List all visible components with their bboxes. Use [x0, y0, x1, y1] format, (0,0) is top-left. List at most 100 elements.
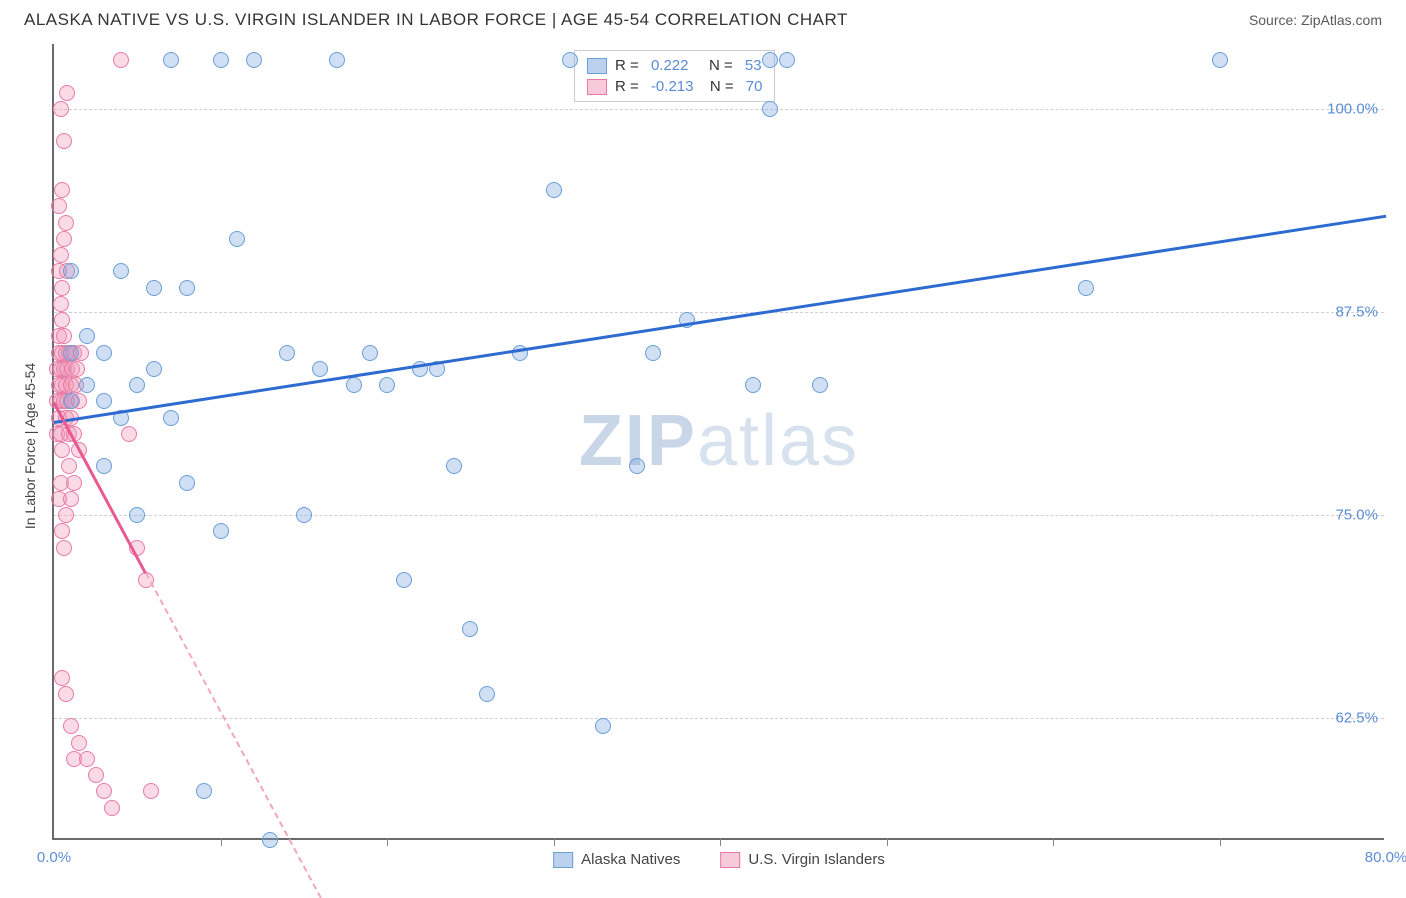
- scatter-point-pink: [69, 361, 85, 377]
- scatter-point-blue: [79, 377, 95, 393]
- scatter-point-blue: [163, 52, 179, 68]
- scatter-point-blue: [163, 410, 179, 426]
- source-label: Source: ZipAtlas.com: [1249, 12, 1382, 28]
- scatter-plot-area: ZIPatlas R = 0.222 N = 53 R = -0.213 N =…: [52, 44, 1384, 840]
- legend-item-pink: U.S. Virgin Islanders: [720, 851, 884, 868]
- swatch-pink-icon: [587, 79, 607, 95]
- stats-row-pink: R = -0.213 N = 70: [587, 76, 762, 97]
- scatter-point-pink: [143, 783, 159, 799]
- scatter-point-blue: [96, 345, 112, 361]
- scatter-point-blue: [296, 507, 312, 523]
- scatter-point-pink: [54, 280, 70, 296]
- scatter-point-blue: [146, 361, 162, 377]
- r-value: -0.213: [651, 78, 694, 95]
- scatter-point-blue: [762, 52, 778, 68]
- r-value: 0.222: [651, 57, 689, 74]
- n-value: 53: [745, 57, 762, 74]
- scatter-point-blue: [63, 393, 79, 409]
- bottom-legend: Alaska Natives U.S. Virgin Islanders: [553, 851, 885, 868]
- scatter-point-pink: [54, 312, 70, 328]
- scatter-point-blue: [762, 101, 778, 117]
- scatter-point-blue: [446, 458, 462, 474]
- scatter-point-pink: [79, 751, 95, 767]
- scatter-point-blue: [812, 377, 828, 393]
- scatter-point-pink: [54, 442, 70, 458]
- scatter-point-blue: [396, 572, 412, 588]
- correlation-stats-box: R = 0.222 N = 53 R = -0.213 N = 70: [574, 50, 775, 102]
- scatter-point-blue: [146, 280, 162, 296]
- n-label: N =: [696, 57, 736, 74]
- scatter-point-blue: [179, 475, 195, 491]
- legend-item-blue: Alaska Natives: [553, 851, 680, 868]
- scatter-point-pink: [56, 540, 72, 556]
- scatter-point-blue: [329, 52, 345, 68]
- scatter-point-pink: [54, 182, 70, 198]
- chart-title: ALASKA NATIVE VS U.S. VIRGIN ISLANDER IN…: [24, 10, 848, 30]
- n-label: N =: [701, 78, 737, 95]
- x-tick: [1053, 838, 1054, 846]
- x-tick: [720, 838, 721, 846]
- scatter-point-pink: [56, 133, 72, 149]
- trend-line-blue: [54, 215, 1386, 424]
- scatter-point-pink: [54, 670, 70, 686]
- scatter-point-blue: [1078, 280, 1094, 296]
- x-tick: [887, 838, 888, 846]
- scatter-point-blue: [595, 718, 611, 734]
- scatter-point-pink: [63, 491, 79, 507]
- scatter-point-pink: [96, 783, 112, 799]
- scatter-point-pink: [104, 800, 120, 816]
- swatch-blue-icon: [587, 58, 607, 74]
- scatter-point-blue: [213, 52, 229, 68]
- x-tick: [1220, 838, 1221, 846]
- x-tick: [554, 838, 555, 846]
- scatter-point-pink: [53, 247, 69, 263]
- y-tick-label: 100.0%: [1327, 100, 1378, 117]
- gridline-h: [54, 109, 1384, 110]
- scatter-point-blue: [346, 377, 362, 393]
- gridline-h: [54, 515, 1384, 516]
- scatter-point-blue: [479, 686, 495, 702]
- scatter-point-blue: [63, 263, 79, 279]
- scatter-point-blue: [196, 783, 212, 799]
- scatter-point-pink: [51, 198, 67, 214]
- scatter-point-pink: [71, 735, 87, 751]
- scatter-point-pink: [113, 52, 129, 68]
- scatter-point-blue: [213, 523, 229, 539]
- y-tick-label: 62.5%: [1335, 710, 1378, 727]
- legend-label: Alaska Natives: [581, 851, 680, 868]
- scatter-point-blue: [96, 458, 112, 474]
- scatter-point-pink: [121, 426, 137, 442]
- scatter-point-blue: [279, 345, 295, 361]
- legend-label: U.S. Virgin Islanders: [748, 851, 884, 868]
- n-value: 70: [746, 78, 763, 95]
- scatter-point-blue: [645, 345, 661, 361]
- scatter-point-pink: [58, 686, 74, 702]
- scatter-point-pink: [53, 296, 69, 312]
- scatter-point-blue: [79, 328, 95, 344]
- y-tick-label: 87.5%: [1335, 304, 1378, 321]
- gridline-h: [54, 312, 1384, 313]
- scatter-point-blue: [246, 52, 262, 68]
- gridline-h: [54, 718, 1384, 719]
- scatter-point-pink: [53, 101, 69, 117]
- scatter-point-pink: [66, 475, 82, 491]
- scatter-point-blue: [379, 377, 395, 393]
- scatter-point-blue: [96, 393, 112, 409]
- y-tick-label: 75.0%: [1335, 507, 1378, 524]
- scatter-point-blue: [179, 280, 195, 296]
- scatter-point-blue: [562, 52, 578, 68]
- scatter-point-blue: [1212, 52, 1228, 68]
- r-label: R =: [615, 78, 643, 95]
- r-label: R =: [615, 57, 643, 74]
- scatter-point-pink: [56, 231, 72, 247]
- swatch-blue-icon: [553, 852, 573, 868]
- scatter-point-pink: [58, 215, 74, 231]
- watermark: ZIPatlas: [579, 400, 859, 482]
- scatter-point-blue: [229, 231, 245, 247]
- scatter-point-blue: [745, 377, 761, 393]
- x-tick: [387, 838, 388, 846]
- scatter-point-blue: [779, 52, 795, 68]
- scatter-point-pink: [63, 718, 79, 734]
- scatter-point-blue: [546, 182, 562, 198]
- x-tick-label: 80.0%: [1365, 849, 1406, 866]
